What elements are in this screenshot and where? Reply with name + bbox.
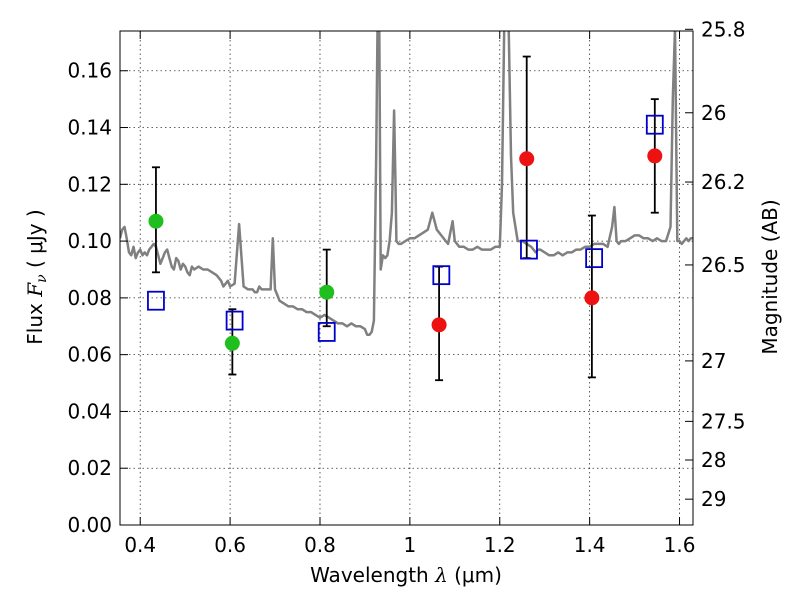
magnitude-tick-label: 26 [701,101,726,125]
x-tick-label: 1 [404,533,417,557]
model-photometry-square [147,290,165,311]
magnitude-tick-label: 26.2 [701,170,746,194]
y-tick-label: 0.06 [67,343,112,367]
y-tick-label: 0.02 [67,456,112,480]
x-tick-label: 0.8 [304,533,336,557]
green-data-point [148,213,164,229]
magnitude-tick-label: 28 [701,448,726,472]
y-tick-label: 0.10 [67,229,112,253]
x-tick-label: 1.2 [484,533,516,557]
magnitude-tick-label: 27 [701,349,726,373]
red-data-point [431,317,447,333]
red-data-point [647,148,663,164]
red-data-point [519,151,535,167]
magnitude-tick-label: 25.8 [701,17,746,41]
magnitude-tick-label: 27.5 [701,409,746,433]
y-tick-label: 0.04 [67,399,112,423]
magnitude-tick-label: 26.5 [701,253,746,277]
spectrum-layer [120,31,693,337]
model-photometry-square [317,322,336,342]
y-axis-title-right: Magnitude (AB) [758,199,782,354]
x-tick-label: 1.4 [574,533,606,557]
model-photometry-square [432,265,451,286]
y-ticks-right: 25.8 26 26.2 26.5 27 27.5 28 29 [685,17,746,511]
red-data-point [584,290,600,306]
plot-frame [119,30,694,526]
model-spectrum-line [120,31,693,337]
y-ticks-left: 0.00 0.02 0.04 0.06 0.08 0.10 0.12 0.14 0.16 [67,59,128,537]
grid-lines [120,31,693,525]
y-tick-label: 0.00 [67,513,112,537]
model-photometry-square [585,248,604,269]
model-photometry-square [225,310,244,331]
x-tick-label: 0.4 [124,533,156,557]
x-ticks: 0.4 0.6 0.8 1 1.2 1.4 1.6 [124,31,695,557]
y-tick-label: 0.12 [67,172,112,196]
x-axis-title: Wavelength λ (μm) [310,563,502,587]
magnitude-tick-label: 29 [701,487,726,511]
model-photometry-square [645,114,664,135]
y-tick-label: 0.16 [67,59,112,83]
y-tick-label: 0.08 [67,286,112,310]
data-points-layer [147,55,664,382]
y-tick-label: 0.14 [67,116,112,140]
y-axis-title-left: Flux Fν ( μJy ) [23,209,50,344]
x-tick-label: 0.6 [214,533,246,557]
green-data-point [224,335,240,351]
x-tick-label: 1.6 [664,533,696,557]
model-photometry-square [520,239,538,260]
green-data-point [319,284,335,300]
